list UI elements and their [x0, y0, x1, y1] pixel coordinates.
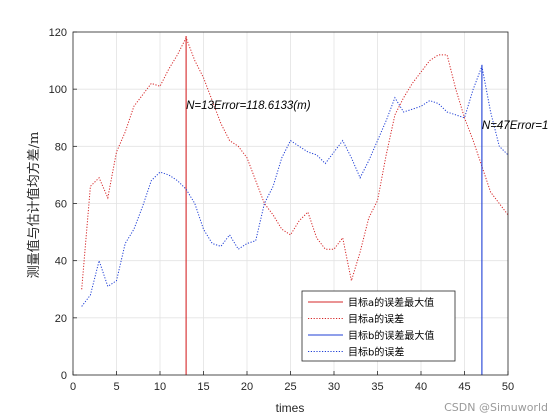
- max-error-annotation: N=13Error=118.6133(m): [186, 100, 311, 112]
- x-tick-label: 20: [241, 381, 253, 393]
- legend-label: 目标a的误差最大值: [348, 296, 434, 309]
- x-tick-label: 15: [197, 381, 209, 393]
- x-tick-label: 30: [328, 381, 340, 393]
- x-axis-label: times: [276, 401, 305, 415]
- y-axis-label: 测量值与估计值均方差/m: [26, 132, 42, 279]
- x-tick-label: 10: [154, 381, 166, 393]
- legend-box: [301, 290, 456, 362]
- x-tick-label: 40: [415, 381, 427, 393]
- x-tick-label: 45: [458, 381, 470, 393]
- x-tick-label: 50: [502, 381, 514, 393]
- series-layer: [81, 35, 509, 375]
- y-tick-label: 80: [55, 141, 67, 153]
- y-tick-label: 20: [55, 313, 67, 325]
- legend-label: 目标b的误差: [348, 346, 404, 359]
- y-tick-label: 60: [55, 199, 67, 211]
- x-tick-label: 0: [70, 381, 76, 393]
- y-tick-label: 120: [49, 27, 67, 39]
- axes: 0 5 10 15 20 25 30 35 40 45 50 0 20 40 60 80 100 120: [49, 27, 514, 393]
- annotations: N=13Error=118.6133(m) N=47Error=1: [186, 100, 548, 132]
- y-tick-label: 40: [55, 256, 67, 268]
- x-tick-label: 35: [371, 381, 383, 393]
- y-tick-label: 100: [49, 84, 67, 96]
- max-error-annotation: N=47Error=1: [482, 120, 548, 132]
- y-tick-label: 0: [61, 370, 67, 382]
- legend-label: 目标b的误差最大值: [348, 329, 434, 342]
- x-tick-label: 5: [113, 381, 119, 393]
- error-series-line: [81, 64, 509, 307]
- legend-label: 目标a的误差: [348, 313, 404, 326]
- watermark: CSDN @Simuworld: [444, 401, 548, 414]
- x-tick-label: 25: [284, 381, 296, 393]
- error-series-line: [81, 36, 509, 290]
